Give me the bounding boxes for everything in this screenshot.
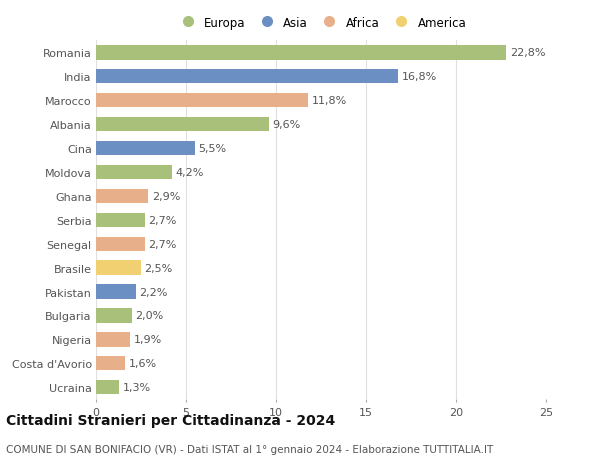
Legend: Europa, Asia, Africa, America: Europa, Asia, Africa, America — [173, 14, 469, 32]
Text: 2,5%: 2,5% — [145, 263, 173, 273]
Text: 1,9%: 1,9% — [134, 335, 162, 345]
Text: 5,5%: 5,5% — [199, 144, 227, 154]
Bar — [96, 94, 308, 108]
Bar — [96, 70, 398, 84]
Text: 2,0%: 2,0% — [136, 311, 164, 321]
Bar — [96, 189, 148, 204]
Text: 11,8%: 11,8% — [312, 96, 347, 106]
Text: 2,9%: 2,9% — [152, 191, 180, 202]
Text: 2,2%: 2,2% — [139, 287, 167, 297]
Text: 1,6%: 1,6% — [128, 358, 157, 369]
Bar — [96, 261, 141, 275]
Text: 4,2%: 4,2% — [175, 168, 203, 178]
Text: COMUNE DI SAN BONIFACIO (VR) - Dati ISTAT al 1° gennaio 2024 - Elaborazione TUTT: COMUNE DI SAN BONIFACIO (VR) - Dati ISTA… — [6, 444, 493, 454]
Text: 2,7%: 2,7% — [148, 239, 176, 249]
Text: Cittadini Stranieri per Cittadinanza - 2024: Cittadini Stranieri per Cittadinanza - 2… — [6, 413, 335, 427]
Text: 22,8%: 22,8% — [510, 48, 545, 58]
Bar — [96, 356, 125, 371]
Text: 16,8%: 16,8% — [402, 72, 437, 82]
Text: 2,7%: 2,7% — [148, 215, 176, 225]
Text: 9,6%: 9,6% — [272, 120, 301, 130]
Bar — [96, 165, 172, 180]
Text: 1,3%: 1,3% — [123, 382, 151, 392]
Bar — [96, 237, 145, 252]
Bar — [96, 332, 130, 347]
Bar — [96, 308, 132, 323]
Bar — [96, 213, 145, 228]
Bar — [96, 46, 506, 61]
Bar — [96, 285, 136, 299]
Bar — [96, 141, 195, 156]
Bar — [96, 380, 119, 395]
Bar — [96, 118, 269, 132]
